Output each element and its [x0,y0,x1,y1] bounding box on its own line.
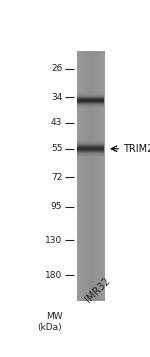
Bar [99,51,100,301]
Bar [78,51,79,301]
Bar [98,51,99,301]
Bar [77,51,78,301]
Text: IMR32: IMR32 [84,275,112,304]
Bar [84,51,85,301]
Bar [100,51,101,301]
Bar [89,51,90,301]
Bar [82,51,83,301]
Text: 180: 180 [45,271,62,280]
Bar [90,51,91,301]
Bar [86,51,87,301]
Bar [97,51,98,301]
Bar [92,51,93,301]
Bar [85,51,86,301]
Bar [91,51,92,301]
Bar [81,51,82,301]
Bar [103,51,104,301]
Text: 95: 95 [51,202,62,211]
Bar [88,51,89,301]
Bar [96,51,97,301]
Bar [95,51,96,301]
Bar [79,51,80,301]
Text: MW
(kDa): MW (kDa) [38,312,62,332]
Bar [82,51,83,301]
Text: 55: 55 [51,144,62,153]
Text: 34: 34 [51,93,62,102]
Text: 43: 43 [51,118,62,127]
Text: 72: 72 [51,173,62,182]
Text: 130: 130 [45,236,62,245]
Bar [83,51,84,301]
Text: TRIM27: TRIM27 [123,144,150,154]
Bar [102,51,103,301]
Bar [101,51,102,301]
Bar [93,51,94,301]
Bar [94,51,95,301]
Bar [80,51,81,301]
Bar [104,51,105,301]
Text: 26: 26 [51,64,62,74]
Bar [87,51,88,301]
